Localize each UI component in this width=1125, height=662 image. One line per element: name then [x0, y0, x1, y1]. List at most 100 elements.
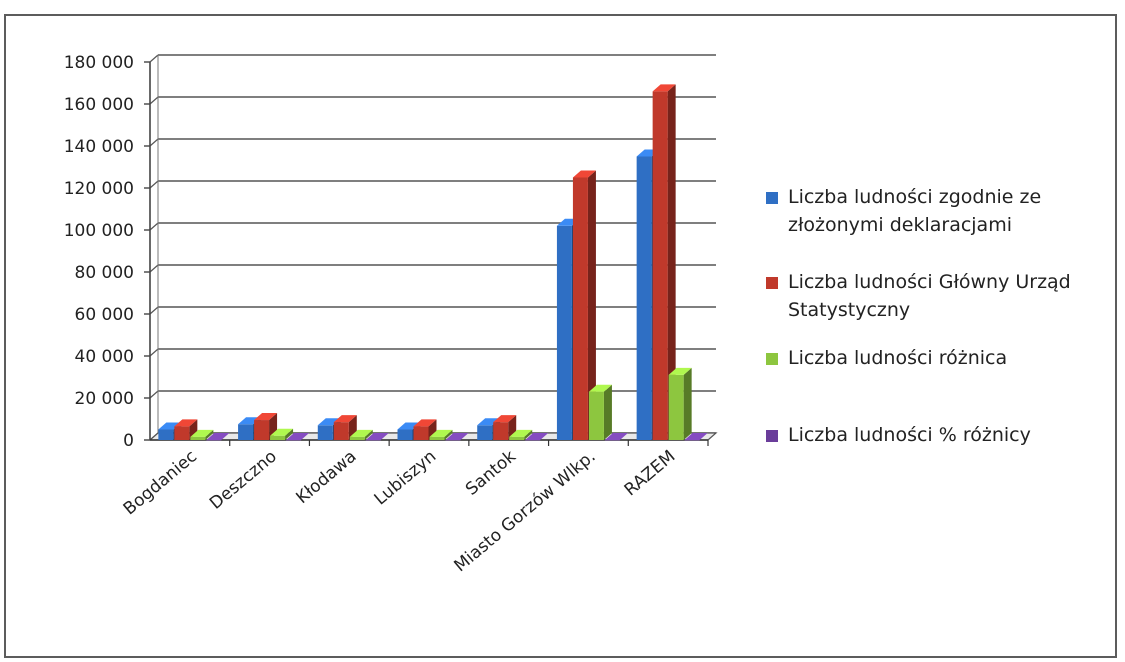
bar-top — [668, 367, 692, 375]
bar-side — [205, 429, 214, 440]
bar — [158, 429, 174, 440]
x-tick-label: Lubiszyn — [371, 447, 441, 510]
y-tick-label: 0 — [123, 431, 134, 451]
y-tick-label: 140 000 — [64, 137, 134, 157]
y-tick-label: 60 000 — [75, 305, 134, 325]
x-tick-label: Bogdaniec — [120, 447, 201, 520]
bar-top — [174, 419, 198, 427]
x-tick-label: Miasto Gorzów Wlkp. — [451, 447, 600, 577]
legend-entry: Liczba ludności % różnicy — [788, 424, 1031, 446]
bar-top — [349, 429, 373, 437]
legend-entry: Liczba ludności zgodnie ze złożonymi dekl… — [788, 186, 1041, 236]
bar — [509, 436, 525, 440]
bar — [413, 426, 429, 440]
x-tick-label: Santok — [462, 446, 520, 499]
bar — [349, 436, 365, 440]
bar-side — [460, 432, 469, 440]
bar — [556, 225, 572, 440]
bar — [588, 391, 604, 440]
legend-swatch — [766, 353, 778, 365]
bar-side — [524, 429, 533, 440]
bar — [636, 156, 652, 440]
bar-top — [509, 429, 533, 437]
bar-top — [525, 432, 549, 440]
bar-top — [286, 432, 310, 440]
bar-top — [206, 432, 230, 440]
gridline-depth — [149, 306, 159, 315]
bar-side — [285, 428, 294, 440]
bar-side — [380, 432, 389, 440]
bar-top — [588, 384, 612, 392]
bar — [684, 439, 700, 441]
bar-top — [254, 413, 278, 421]
bar-side — [444, 429, 453, 440]
bar-side — [189, 419, 198, 440]
bar-side — [603, 384, 612, 440]
bar — [365, 439, 381, 441]
bar — [397, 429, 413, 440]
bar-top — [604, 432, 628, 440]
y-tick-label: 120 000 — [64, 179, 134, 199]
bar-top — [333, 415, 357, 423]
legend-entry: Liczba ludności Główny Urząd Statystyczny — [788, 271, 1071, 321]
y-tick-label: 100 000 — [64, 221, 134, 241]
legend-entry: Liczba ludności różnica — [788, 347, 1007, 369]
legend-swatch — [766, 277, 778, 289]
y-tick-label: 80 000 — [75, 263, 134, 283]
bar-top — [445, 432, 469, 440]
x-tick-label: RAZEM — [621, 447, 680, 501]
bar-top — [270, 428, 294, 436]
bar — [206, 439, 222, 441]
bar — [333, 422, 349, 440]
bar-top — [477, 418, 501, 426]
y-tick-label: 40 000 — [75, 347, 134, 367]
bar-side — [428, 419, 437, 440]
bar-side — [221, 432, 230, 440]
bar-top — [397, 422, 421, 430]
bar — [445, 439, 461, 441]
x-tick-label: Deszczno — [206, 447, 281, 514]
bar — [668, 374, 684, 440]
bar — [286, 439, 302, 441]
bar-top — [158, 422, 182, 430]
bar-top — [572, 170, 596, 178]
legend-swatch — [766, 430, 778, 442]
y-tick-label: 20 000 — [75, 389, 134, 409]
bar — [652, 91, 668, 441]
bar-top — [365, 432, 389, 440]
bar — [254, 420, 270, 440]
bar-side — [667, 84, 676, 441]
bar-top — [684, 432, 708, 440]
gridline-depth — [149, 390, 159, 399]
gridline-depth — [149, 180, 159, 189]
bar — [525, 439, 541, 441]
gridline-depth — [149, 348, 159, 357]
bar — [493, 422, 509, 440]
y-tick-label: 180 000 — [64, 53, 134, 73]
gridline-depth — [149, 264, 159, 273]
bar-side — [364, 429, 373, 440]
bar — [604, 439, 620, 441]
bar-side — [587, 170, 596, 440]
bar-side — [683, 367, 692, 440]
bar — [174, 426, 190, 440]
gridline-depth — [149, 54, 159, 63]
bar-top — [493, 415, 517, 423]
bar-top — [317, 418, 341, 426]
bar — [270, 435, 286, 440]
y-tick-label: 160 000 — [64, 95, 134, 115]
gridline-depth — [149, 96, 159, 105]
gridline-depth — [149, 138, 159, 147]
gridline-depth — [149, 222, 159, 231]
bar — [238, 424, 254, 440]
bar — [190, 436, 206, 440]
bar-side — [540, 432, 549, 440]
bar — [572, 177, 588, 440]
bar-top — [429, 429, 453, 437]
x-tick-label: Kłodawa — [293, 447, 361, 509]
bar — [477, 425, 493, 440]
bar-top — [652, 84, 676, 92]
legend-swatch — [766, 192, 778, 204]
bar-side — [699, 432, 708, 440]
